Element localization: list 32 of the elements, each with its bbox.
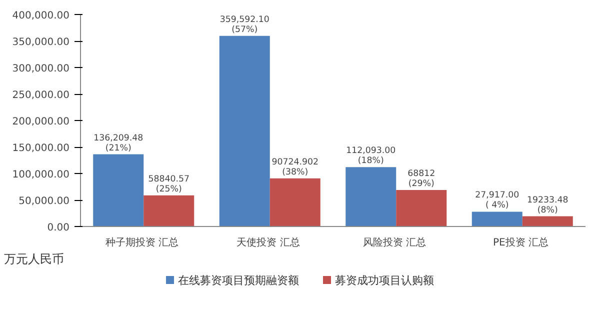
bar: [144, 195, 194, 226]
y-tick-label: 250,000.00: [12, 90, 70, 101]
x-tick-label: 种子期投资 汇总: [105, 236, 179, 248]
y-tick-label: 200,000.00: [12, 116, 70, 128]
y-tick-label: 150,000.00: [12, 143, 70, 154]
data-label: 19233.48 (8%): [526, 195, 568, 216]
x-tick-label: 风险投资 汇总: [362, 236, 426, 248]
y-axis-title: 万元人民币: [4, 251, 64, 268]
bar: [522, 216, 573, 226]
bar: [396, 190, 447, 226]
data-label: 68812 (29%): [408, 169, 436, 190]
y-tick-label: 350,000.00: [12, 37, 70, 48]
data-label: 27,917.00 ( 4%): [475, 190, 520, 211]
y-tick-label: 50,000.00: [18, 196, 70, 207]
bar: [472, 212, 522, 226]
y-tick-label: 0.00: [47, 222, 70, 234]
legend-label: 募资成功项目认购额: [334, 274, 434, 287]
data-label: 112,093.00 (18%): [346, 146, 396, 166]
data-label: 90724.902 (38%): [272, 157, 319, 178]
data-label: 136,209.48 (21%): [94, 133, 144, 154]
y-tick-label: 100,000.00: [12, 170, 70, 180]
bar: [346, 167, 396, 226]
bar: [219, 36, 270, 226]
bar: [93, 154, 144, 226]
x-tick-label: 天使投资 汇总: [236, 236, 300, 248]
bar: [270, 178, 320, 226]
data-label: 58840.57 (25%): [148, 174, 190, 194]
y-tick-label: 300,000.00: [12, 64, 70, 74]
x-tick-label: PE投资 汇总: [493, 236, 549, 248]
y-tick-label: 400,000.00: [12, 10, 70, 22]
legend-label: 在线募资项目预期融资额: [177, 274, 299, 287]
data-label: 359,592.10 (57%): [220, 14, 270, 35]
